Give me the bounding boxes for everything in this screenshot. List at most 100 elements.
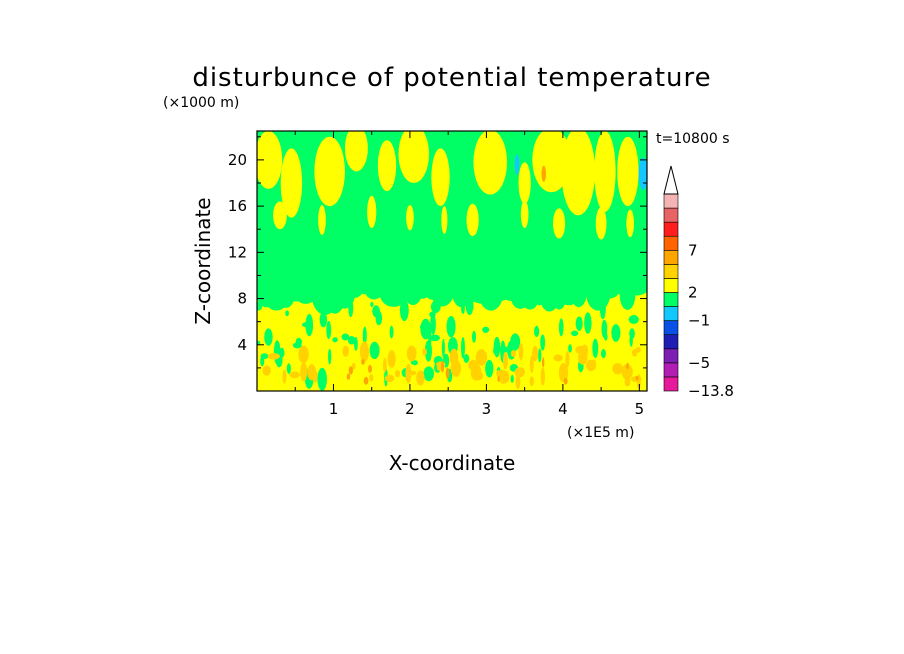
- colorbar-label: −1: [688, 312, 710, 330]
- colorbar-segment: [663, 320, 679, 336]
- contour-warm-region: [280, 148, 303, 218]
- contour-warmer-region: [384, 374, 395, 383]
- contour-cool-region: [332, 337, 338, 343]
- contour-warmer-region: [624, 376, 631, 387]
- contour-warm-region: [473, 131, 508, 195]
- contour-warmer-region: [510, 349, 516, 357]
- contour-warm-region: [377, 140, 397, 192]
- contour-cool-region: [629, 328, 635, 340]
- contour-warm-region: [561, 131, 595, 216]
- contour-warm-region: [367, 195, 377, 229]
- contour-warm-region: [431, 148, 450, 207]
- contour-warmer-region: [387, 350, 396, 368]
- contour-warmer-region: [475, 349, 488, 366]
- contour-cool-region: [347, 335, 356, 345]
- contour-cool-region: [317, 367, 327, 391]
- contour-cool-region: [534, 325, 540, 338]
- contour-warmer-region: [553, 354, 563, 362]
- contour-cool-region: [568, 344, 572, 353]
- contour-cool-region: [600, 349, 606, 359]
- contour-cool-region: [369, 341, 380, 360]
- contour-warm-region: [626, 209, 634, 238]
- contour-cool-region: [428, 328, 432, 348]
- contour-cool-region: [485, 359, 494, 378]
- contour-cool-region: [499, 346, 509, 353]
- x-tick-label: 4: [558, 400, 568, 418]
- contour-warm-region: [595, 207, 607, 240]
- colorbar: 7 2 −1 −5 −13.8: [663, 165, 734, 400]
- contour-warmer-region: [369, 373, 374, 382]
- x-axis-ticks: 1 2 3 4 5: [294, 131, 644, 418]
- x-tick-label: 1: [329, 400, 339, 418]
- contour-warmer-region: [540, 367, 545, 386]
- contour-cool-region: [571, 330, 579, 337]
- contour-warm-region: [617, 136, 639, 207]
- colorbar-label: −5: [688, 354, 710, 372]
- contour-cool-region: [540, 334, 546, 351]
- contour-warm-region: [344, 131, 368, 172]
- contour-cool-region: [558, 318, 564, 337]
- contour-hot-region: [361, 358, 365, 365]
- contour-warmer-region: [406, 345, 417, 362]
- x-axis-title: X-coordinate: [389, 451, 516, 475]
- contour-hot-region: [363, 376, 369, 385]
- contour-hot-region: [563, 377, 568, 385]
- contour-warmer-region: [635, 347, 641, 353]
- contour-warmer-region: [416, 370, 425, 386]
- y-tick-label: 16: [228, 197, 247, 215]
- contour-cool-region: [463, 354, 470, 363]
- contour-cool-region: [446, 315, 456, 338]
- contour-warm-region: [318, 204, 326, 236]
- contour-cool-region: [257, 301, 263, 311]
- y-tick-label: 12: [228, 243, 247, 261]
- contour-cool-region: [354, 336, 358, 351]
- colorbar-segment: [663, 376, 679, 392]
- contour-warm-region: [273, 201, 287, 230]
- contour-warmer-region: [531, 345, 539, 362]
- x-tick-label: 3: [482, 400, 492, 418]
- contour-cool-region: [370, 301, 374, 307]
- contour-warm-region: [398, 131, 430, 183]
- plot-frame: [256, 130, 648, 392]
- colorbar-segment: [663, 264, 679, 279]
- contour-warm-region: [518, 162, 531, 204]
- contour-warm-region: [314, 136, 345, 207]
- contour-cool-region: [465, 295, 474, 316]
- contour-warmer-region: [585, 359, 597, 372]
- contour-cool-region: [441, 338, 445, 358]
- contour-cool-region: [292, 342, 302, 349]
- x-tick-label: 2: [405, 400, 415, 418]
- y-tick-label: 4: [237, 336, 247, 354]
- colorbar-segment: [663, 278, 679, 293]
- y-axis-ticks: 4 8 12 16 20: [228, 136, 647, 369]
- contour-cool-region: [538, 348, 542, 363]
- contour-cool-region: [482, 326, 490, 333]
- contour-warm-region: [552, 208, 566, 239]
- contour-warmer-region: [502, 351, 508, 370]
- contour-warmer-region: [289, 371, 300, 379]
- colorbar-segment: [663, 362, 679, 378]
- contour-warmer-region: [351, 362, 356, 370]
- contour-warmer-region: [558, 362, 569, 383]
- contour-hot-region: [635, 375, 639, 381]
- contour-warm-region: [257, 131, 283, 189]
- contour-warmer-region: [496, 369, 504, 378]
- contour-cool-region: [584, 312, 592, 334]
- contour-cool-region: [389, 325, 394, 339]
- contour-warmer-region: [450, 359, 462, 377]
- contour-cool-region: [305, 313, 314, 337]
- contour-cool-region: [257, 340, 261, 346]
- contour-cool-region: [328, 348, 332, 365]
- contour-warmer-region: [307, 364, 317, 381]
- contour-warmer-region: [360, 341, 369, 362]
- contour-hot-region: [445, 367, 450, 379]
- contour-warmer-region: [282, 369, 287, 384]
- contour-warmer-region: [565, 351, 570, 368]
- contour-cool-region: [319, 311, 328, 328]
- contour-warm-region: [406, 204, 414, 231]
- contour-warm-region: [594, 131, 616, 212]
- contour-cool-region: [362, 326, 367, 345]
- contour-cool-region: [599, 297, 606, 320]
- contour-warmer-region: [342, 345, 349, 357]
- colorbar-extend-arrow: [663, 165, 679, 195]
